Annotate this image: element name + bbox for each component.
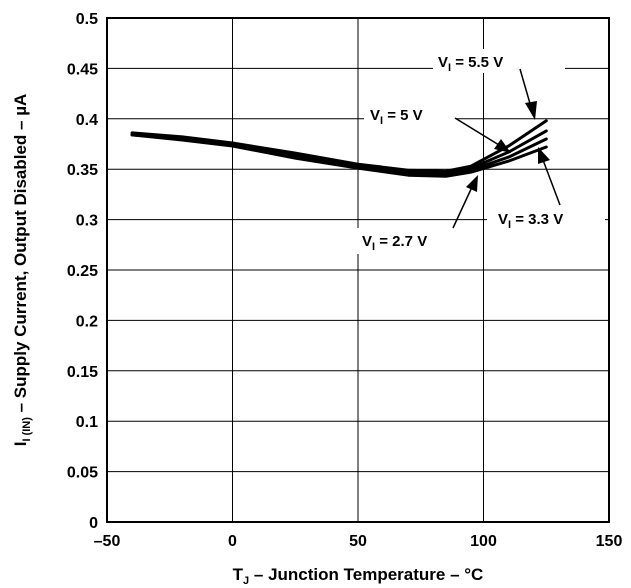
x-tick-label: 50	[349, 533, 367, 550]
y-tick-labels: 0 0.05 0.1 0.15 0.2 0.25 0.3 0.35 0.4 0.45 0.5	[67, 11, 98, 532]
series-group	[130, 119, 548, 178]
y-tick-label: 0.4	[76, 112, 98, 129]
arrow-head-3-3	[538, 147, 550, 164]
arrow-2-7	[452, 186, 473, 229]
annotation-bg-5-5	[433, 49, 565, 73]
series-line-3	[130, 133, 548, 178]
grid	[106, 17, 610, 523]
series-label-3-3: VI = 3.3 V	[498, 211, 563, 231]
y-tick-label: 0.3	[76, 213, 98, 230]
arrow-head-5	[494, 139, 511, 153]
x-axis-title: TJ – Junction Temperature – °C	[233, 565, 484, 587]
arrow-head-2-7	[466, 175, 478, 192]
y-tick-label: 0.5	[76, 11, 98, 28]
y-tick-label: 0.45	[67, 61, 98, 78]
y-tick-label: 0.05	[67, 465, 98, 482]
y-tick-label: 0.15	[67, 364, 98, 381]
series-label-5: VI = 5 V	[370, 107, 423, 127]
x-tick-label: 0	[228, 533, 237, 550]
y-tick-label: 0.35	[67, 162, 98, 179]
x-tick-label: 150	[596, 533, 623, 550]
x-tick-label: –50	[94, 533, 121, 550]
arrow-3-3	[542, 159, 561, 206]
arrow-head-5-5	[525, 101, 537, 120]
annotation-bg-5	[364, 102, 456, 126]
x-tick-label: 100	[470, 533, 497, 550]
x-tick-labels: –50 0 50 100 150	[94, 533, 623, 550]
annotation-arrows	[452, 68, 561, 229]
y-axis-title: II (IN) – Supply Current, Output Disable…	[11, 94, 33, 447]
arrow-5	[454, 117, 500, 146]
y-tick-label: 0.2	[76, 313, 98, 330]
y-tick-label: 0.1	[76, 414, 98, 431]
annotation-bg-2-7	[355, 228, 473, 254]
y-tick-label: 0	[89, 515, 98, 532]
series-label-2-7: VI = 2.7 V	[362, 233, 427, 253]
annotation-bg-3-3	[487, 205, 605, 231]
y-tick-label: 0.25	[67, 263, 98, 280]
series-label-5-5: VI = 5.5 V	[438, 54, 503, 74]
arrow-5-5	[519, 68, 532, 108]
plot-frame	[106, 17, 610, 523]
